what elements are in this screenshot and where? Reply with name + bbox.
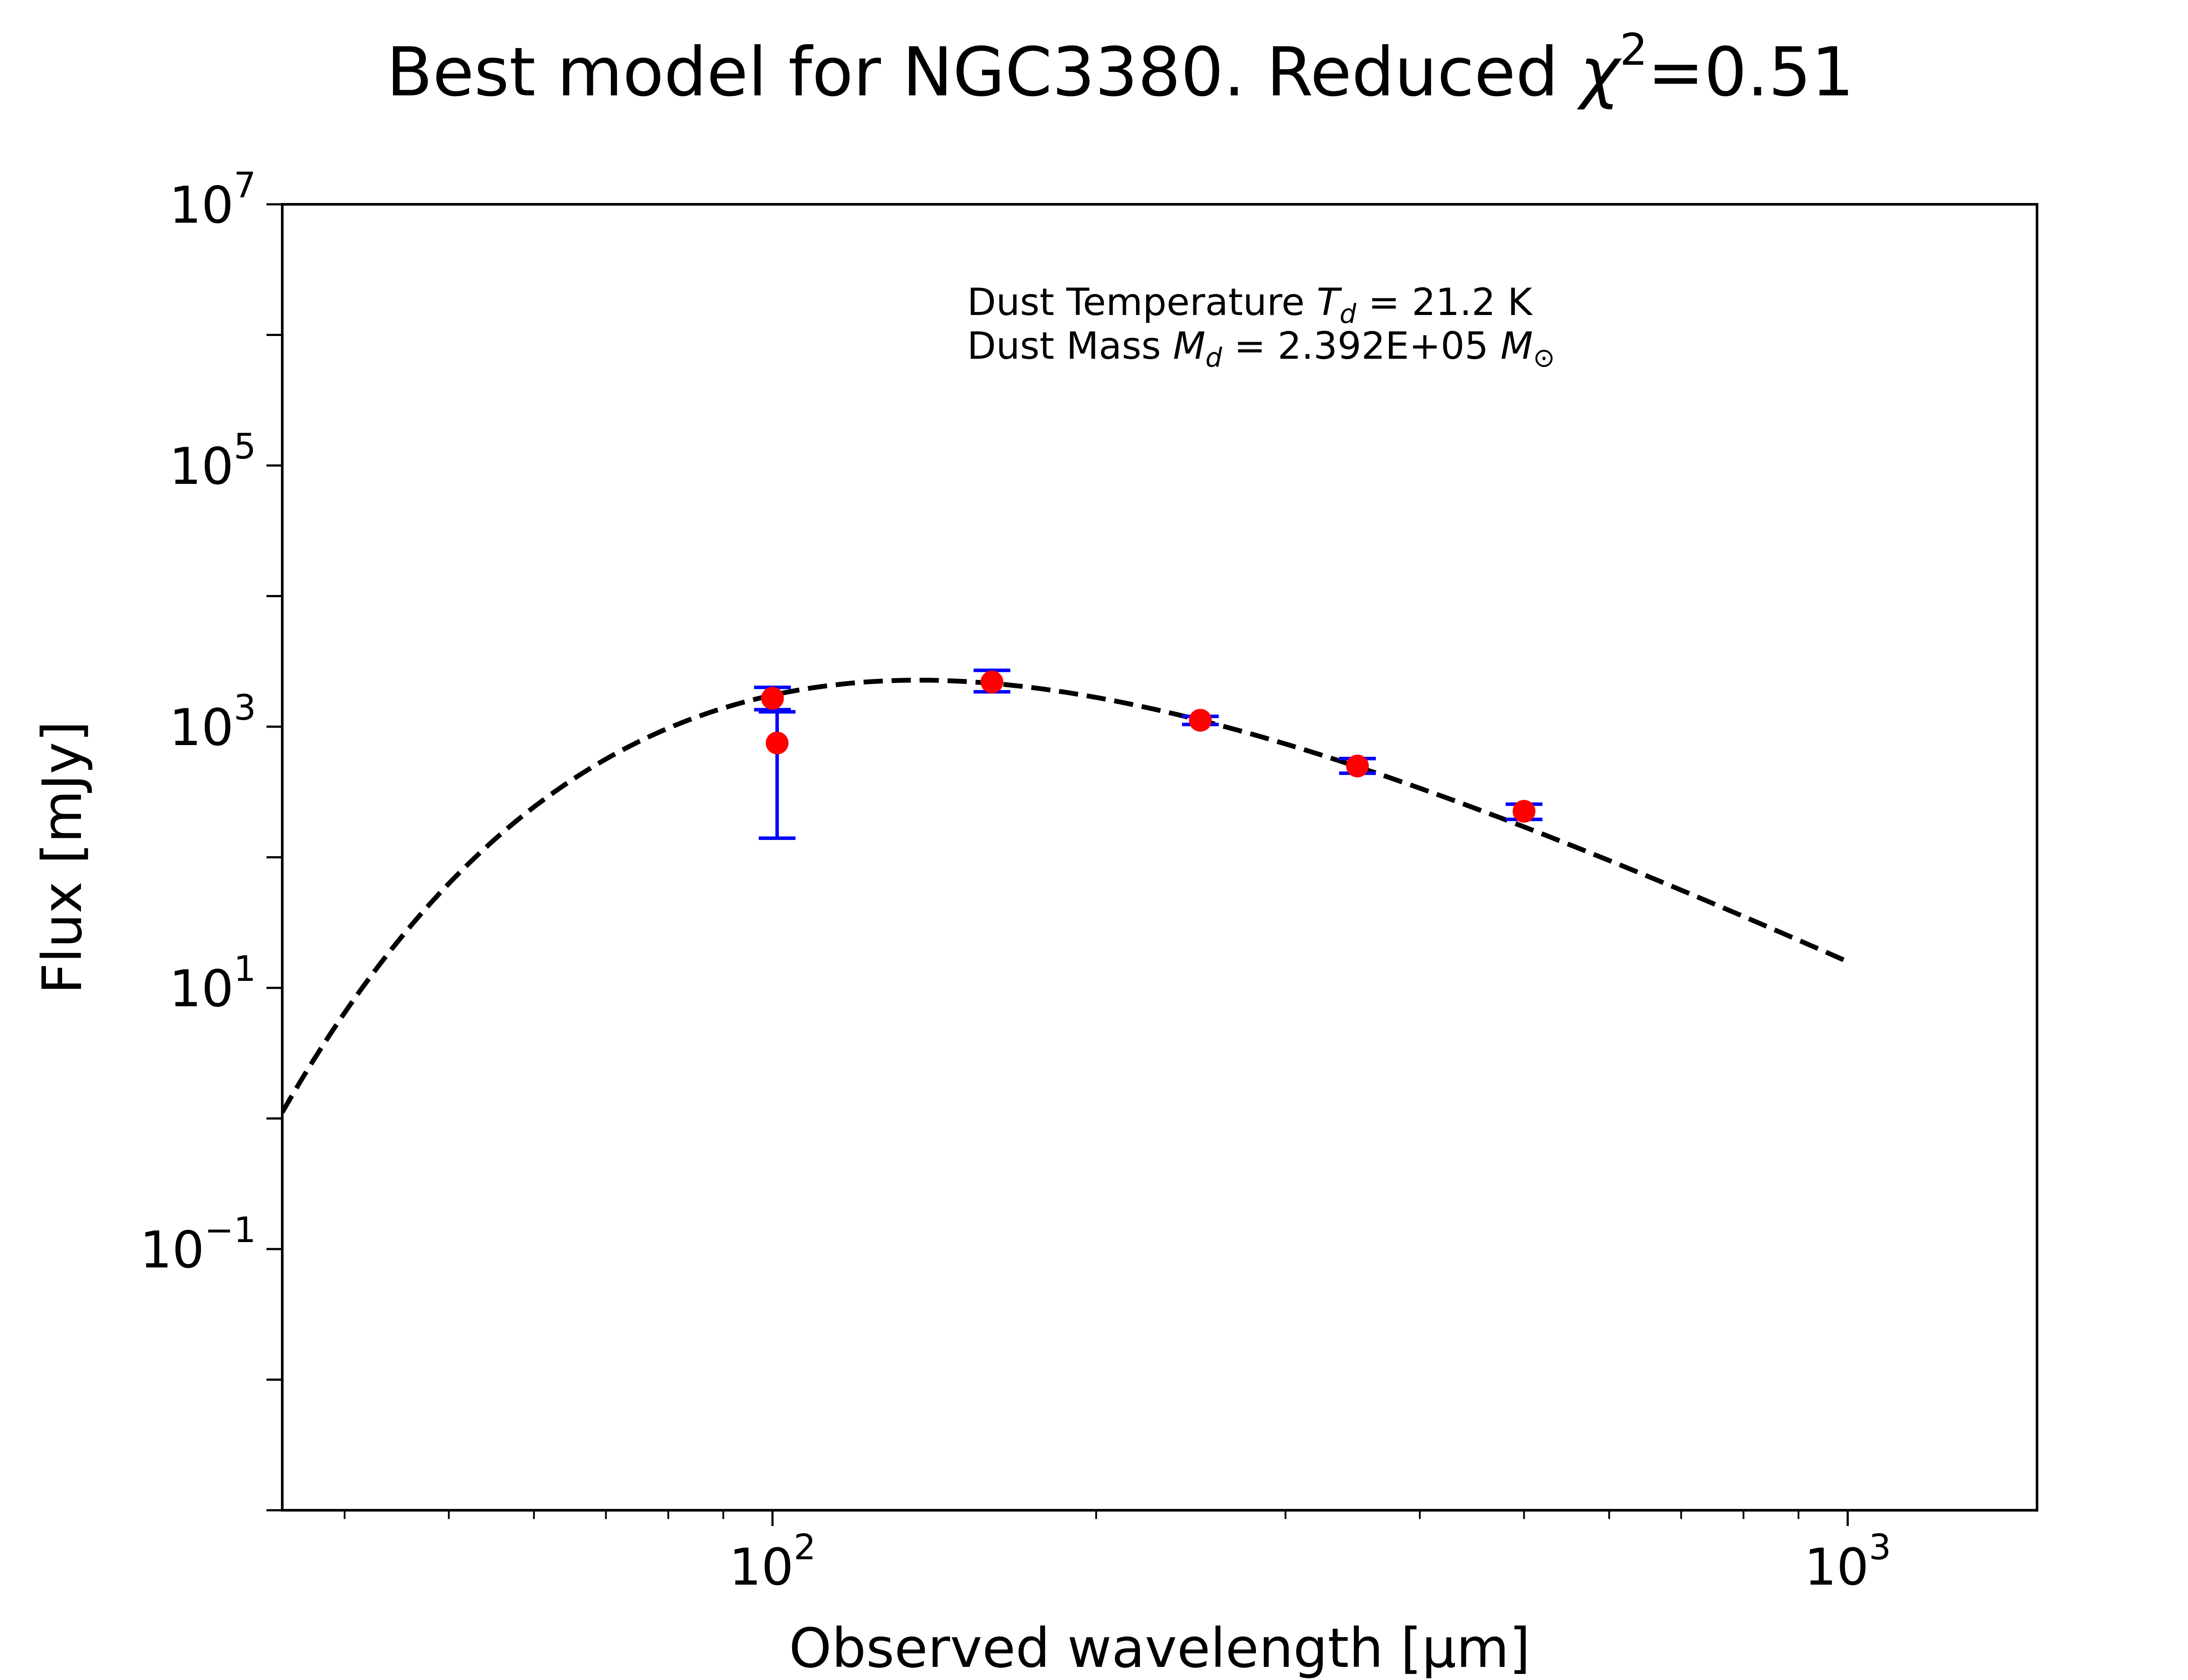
x-tick-label-base: 10 [1804,1538,1869,1597]
y-tick-label: 101 [169,948,256,1018]
annotation-temperature-symbol: T [1317,280,1343,324]
data-point [980,670,1003,693]
annotation-temperature-subscript: d [1339,299,1357,329]
chart-title-suffix: =0.51 [1648,33,1854,112]
chart-title-prefix: Best model for NGC3380. Reduced [386,33,1580,112]
annotation-mass-prefix: Dust Mass [967,324,1173,368]
x-tick-label-exponent: 2 [794,1527,816,1568]
y-tick-label-base: 10 [169,437,234,496]
annotation-mass-unit-subscript: ⊙ [1533,343,1555,373]
y-tick-label-base: 10 [169,959,234,1018]
annotation-temperature: Dust Temperature Td = 21.2 K [967,280,1533,329]
x-tick-label-exponent: 3 [1869,1527,1891,1568]
annotation-mass: Dust Mass Md = 2.392E+05 M⊙ [967,324,1555,373]
chart-title: Best model for NGC3380. Reduced χ2=0.51 [386,24,1854,112]
y-tick-label-exponent: 5 [234,426,256,467]
y-tick-label: 10−1 [140,1210,256,1280]
annotation-temperature-value: = 21.2 K [1356,280,1533,324]
data-points-layer [754,668,1543,840]
y-tick-label-base: 10 [169,176,234,235]
data-point [1512,800,1536,823]
data-point [1346,754,1369,777]
x-axis: 102 103 [344,1510,1891,1597]
model-curve [282,678,1849,1114]
annotation-mass-symbol: M [1173,324,1205,368]
annotation-mass-value: = 2.392E+05 [1222,324,1501,368]
y-tick-label: 107 [169,165,256,235]
model-curve-layer [282,678,1849,1114]
data-point [1189,709,1212,732]
data-point [765,732,789,755]
data-point [761,687,784,710]
annotation-mass-unit-symbol: M [1501,324,1533,368]
y-tick-label: 105 [169,426,256,496]
y-tick-label-base: 10 [140,1221,204,1280]
annotation-mass-subscript: d [1206,343,1223,373]
chart-title-symbol: χ [1577,33,1622,112]
x-axis-label: Observed wavelength [μm] [789,1617,1530,1680]
x-tick-label: 102 [729,1527,816,1597]
y-tick-label: 103 [169,687,256,757]
x-tick-label: 103 [1804,1527,1891,1597]
chart-title-superscript: 2 [1620,24,1648,75]
x-tick-label-base: 10 [729,1538,794,1597]
y-axis-label: Flux [mJy] [31,721,94,994]
y-tick-label-base: 10 [169,698,234,757]
y-tick-label-exponent: 3 [234,687,256,728]
annotation-temperature-prefix: Dust Temperature [967,280,1317,324]
y-tick-label-exponent: −1 [204,1210,256,1250]
y-tick-label-exponent: 1 [234,948,256,989]
y-tick-label-exponent: 7 [234,165,256,206]
